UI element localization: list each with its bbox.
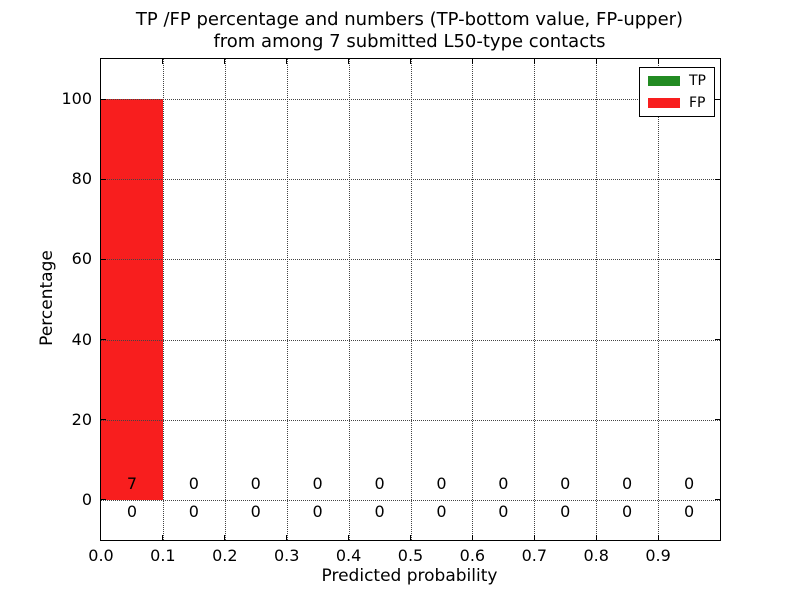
y-tick-label: 0 [81, 489, 92, 509]
tp-count-label: 0 [188, 501, 199, 521]
y-tick-mark [101, 178, 106, 180]
x-tick-mark [348, 59, 350, 64]
v-gridline [658, 59, 660, 540]
fp-count-label: 0 [560, 473, 571, 493]
x-tick-label: 0.5 [397, 546, 424, 565]
y-tick-label: 60 [71, 249, 92, 269]
x-tick-mark [286, 535, 288, 540]
v-gridline [534, 59, 536, 540]
y-tick-mark [715, 419, 720, 421]
x-tick-mark [162, 59, 164, 64]
x-tick-mark [533, 59, 535, 64]
fp-count-label: 0 [250, 473, 261, 493]
v-gridline [596, 59, 598, 540]
y-tick-mark [101, 419, 106, 421]
fp-count-label: 0 [498, 473, 509, 493]
x-tick-label: 0.7 [521, 546, 548, 565]
x-tick-mark [286, 59, 288, 64]
x-tick-mark [224, 535, 226, 540]
bar-fp [101, 99, 163, 500]
x-tick-mark [471, 535, 473, 540]
y-tick-mark [101, 339, 106, 341]
fp-count-label: 0 [436, 473, 447, 493]
y-tick-mark [715, 499, 720, 501]
x-tick-mark [410, 59, 411, 64]
tp-count-label: 0 [560, 501, 571, 521]
chart-title-line2: from among 7 submitted L50-type contacts [213, 31, 606, 52]
x-tick-mark [595, 59, 597, 64]
v-gridline [224, 59, 226, 540]
x-tick-mark [162, 535, 164, 540]
x-tick-mark [224, 59, 226, 64]
x-tick-mark [595, 535, 597, 540]
y-tick-mark [715, 258, 720, 260]
x-tick-label: 0.6 [459, 546, 486, 565]
x-tick-label: 0.0 [88, 546, 114, 565]
y-tick-mark [101, 98, 106, 100]
x-tick-label: 0.2 [212, 546, 238, 565]
fp-count-label: 0 [188, 473, 199, 493]
fp-legend-swatch [648, 98, 680, 108]
axes: TP FP 0.0 0.1 0.2 0.3 0.4 0.5 0.6 0.7 0.8 0.9 0 20 4… [61, 58, 721, 565]
x-tick-label: 0.9 [645, 546, 671, 565]
tp-count-label: 0 [126, 501, 138, 521]
tp-legend-label: TP [689, 73, 706, 89]
v-gridline [286, 59, 288, 540]
x-tick-mark [533, 535, 535, 540]
y-tick-mark [715, 98, 720, 100]
x-tick-mark [657, 535, 659, 540]
y-tick-label: 80 [71, 169, 92, 189]
tp-count-label: 0 [374, 501, 385, 521]
x-tick-label: 0.8 [583, 546, 609, 565]
chart-title-line1: TP /FP percentage and numbers (TP-bottom… [135, 9, 684, 30]
fp-count-label: 0 [622, 473, 633, 493]
tp-legend-swatch [648, 76, 680, 86]
tp-count-label: 0 [622, 501, 633, 521]
y-tick-mark [715, 178, 720, 180]
tp-count-label: 0 [498, 501, 509, 521]
x-tick-mark [471, 59, 473, 64]
tp-count-label: 0 [250, 501, 261, 521]
tp-count-label: 0 [683, 501, 695, 521]
y-tick-label: 100 [61, 89, 92, 109]
y-tick-mark [101, 499, 106, 501]
x-tick-mark [657, 59, 659, 64]
fp-count-label: 0 [683, 473, 695, 493]
x-tick-mark [348, 535, 350, 540]
v-gridline [472, 59, 474, 540]
legend-item-fp: FP [648, 96, 706, 110]
tp-count-label: 0 [312, 501, 323, 521]
y-tick-label: 40 [71, 329, 92, 349]
tp-count-label: 0 [436, 501, 447, 521]
legend: TP FP [639, 67, 715, 117]
x-tick-label: 0.4 [335, 546, 362, 565]
x-tick-label: 0.3 [273, 546, 300, 565]
v-gridline [162, 59, 164, 540]
chart-title: TP /FP percentage and numbers (TP-bottom… [100, 9, 719, 53]
y-tick-label: 20 [71, 409, 92, 429]
fp-count-label: 0 [374, 473, 385, 493]
x-tick-mark [410, 535, 411, 540]
fp-count-label: 0 [312, 473, 323, 493]
y-tick-mark [101, 258, 106, 260]
legend-item-tp: TP [648, 74, 706, 88]
fp-count-label: 7 [126, 473, 138, 493]
x-axis-label: Predicted probability [321, 566, 498, 586]
v-gridline [348, 59, 350, 540]
y-tick-mark [715, 339, 720, 341]
x-tick-label: 0.1 [150, 546, 176, 565]
fp-legend-label: FP [689, 95, 706, 111]
v-gridline [410, 59, 412, 540]
